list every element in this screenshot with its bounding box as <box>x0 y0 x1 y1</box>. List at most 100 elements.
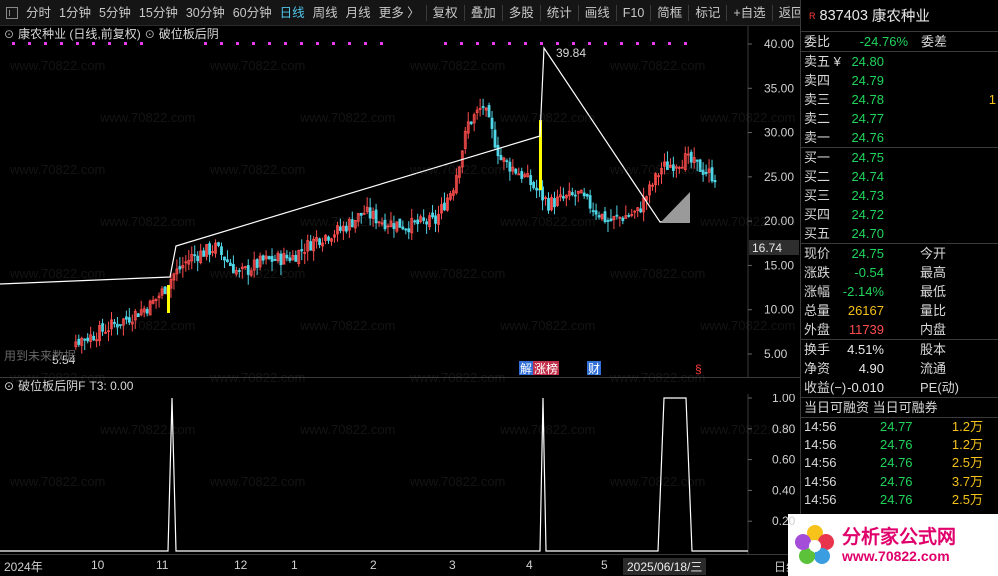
candle-body <box>431 212 434 218</box>
signal-dot <box>76 42 79 45</box>
candle-body <box>645 196 649 201</box>
candle-body <box>116 323 119 328</box>
period-tabs: 分时 1分钟 5分钟 15分钟 30分钟 60分钟 日线 周线 月线 更多 〉 <box>0 0 424 26</box>
sub-indicator-name[interactable]: 破位板后阴F <box>18 379 86 393</box>
tool-button-8[interactable]: +自选 <box>733 5 766 20</box>
tab-5[interactable]: 60分钟 <box>232 5 272 20</box>
signal-dot <box>620 42 623 45</box>
candle-body <box>395 221 399 232</box>
candle-body <box>559 194 562 198</box>
indicator-name[interactable]: 破位板后阴 <box>158 27 219 41</box>
stat-label: 净资 <box>804 361 831 376</box>
price-tick-label: 10.00 <box>764 303 794 317</box>
tool-button-5[interactable]: F10 <box>622 5 645 20</box>
tab-0[interactable]: 分时 <box>26 5 52 20</box>
book-level-label: 买二 <box>804 169 831 184</box>
chart-title: 康农种业 (日线,前复权) <box>18 27 141 41</box>
candle-body <box>585 193 589 197</box>
tool-button-2[interactable]: 多股 <box>508 5 534 20</box>
stat-label: 换手 <box>804 342 831 357</box>
candle-body <box>454 175 458 194</box>
event-marker[interactable]: 解 <box>520 362 532 376</box>
dropdown-icon[interactable]: ⊙ <box>144 27 155 41</box>
tick-time: 14:56 <box>804 491 837 507</box>
toolbar-separator <box>463 4 465 21</box>
candle-body <box>541 186 544 201</box>
current-price-label: 16.74 <box>752 241 782 255</box>
tab-9[interactable]: 更多 〉 <box>378 5 420 20</box>
book-level-label: 卖二 <box>804 111 831 126</box>
signal-dot <box>636 42 639 45</box>
tool-button-1[interactable]: 叠加 <box>470 5 496 20</box>
candle-body <box>172 273 176 281</box>
candle-body <box>249 270 253 276</box>
stat-label: 现价 <box>804 246 831 261</box>
r-badge-icon: R <box>809 10 816 21</box>
book-row: 买五 24.70 <box>801 224 998 243</box>
candle-body <box>312 238 316 252</box>
event-marker[interactable]: 涨榜 <box>534 361 558 376</box>
kline-chart[interactable]: 40.00 35.00 30.00 25.00 20.00 15.00 10.00 5.00 3… <box>0 26 800 378</box>
stat-value: -0.010 <box>847 380 884 395</box>
candle-body <box>77 338 81 345</box>
stat-value: 4.90 <box>858 361 884 376</box>
candle-body <box>234 270 238 275</box>
candle-body <box>279 253 283 266</box>
candle-body <box>380 222 384 225</box>
candle-body <box>359 212 363 216</box>
event-marker[interactable]: 财 <box>588 362 600 376</box>
candle-body <box>324 234 327 241</box>
tool-button-9[interactable]: 返回 <box>778 5 804 20</box>
tab-8[interactable]: 月线 <box>345 5 371 20</box>
tab-2[interactable]: 5分钟 <box>98 5 131 20</box>
candle-body <box>573 194 577 197</box>
candle-body <box>633 210 637 213</box>
candle-body <box>615 214 619 217</box>
candle-body <box>514 168 518 174</box>
stat-value: -0.54 <box>854 265 884 280</box>
tab-6[interactable]: 日线 <box>279 5 305 20</box>
tab-1[interactable]: 1分钟 <box>59 5 91 20</box>
sub-indicator-chart[interactable]: 1.00 0.80 0.60 0.40 0.20 <box>0 391 800 554</box>
tab-4[interactable]: 30分钟 <box>185 5 225 20</box>
menu-icon[interactable] <box>6 6 18 19</box>
candle-body <box>261 255 265 261</box>
candle-body <box>92 335 96 341</box>
candle-body <box>199 250 203 263</box>
tool-button-0[interactable]: 复权 <box>432 5 458 20</box>
candle-body <box>398 218 402 228</box>
sub-indicator-svg[interactable]: 1.00 0.80 0.60 0.40 0.20 <box>0 391 800 554</box>
signal-dot <box>92 42 95 45</box>
candle-body <box>425 221 429 225</box>
tool-button-6[interactable]: 简框 <box>657 5 683 20</box>
tool-button-3[interactable]: 统计 <box>546 5 572 20</box>
candle-body <box>588 195 592 209</box>
tool-button-7[interactable]: 标记 <box>695 5 721 20</box>
quote-stats: 现价 24.75 今开 涨跌 -0.54 最高 涨幅 -2.14% 最低 总量 26167 量比 外盘 1… <box>801 244 998 340</box>
collapse-icon[interactable]: ⊙ <box>4 27 15 41</box>
candle-body <box>157 295 161 299</box>
shaded-area <box>660 192 690 223</box>
tool-button-4[interactable]: 画线 <box>584 5 610 20</box>
brand-title: 分析家公式网 <box>842 526 957 548</box>
tab-7[interactable]: 周线 <box>312 5 338 20</box>
stat-label-2: 流通 <box>920 361 947 376</box>
margin-header: 当日可融资 当日可融券 <box>801 398 998 418</box>
candle-body <box>202 250 206 257</box>
candle-body <box>330 238 333 242</box>
candle-body <box>294 255 298 262</box>
sub-collapse-icon[interactable]: ⊙ <box>4 379 15 393</box>
price-tick-label: 20.00 <box>764 214 794 228</box>
tick-list[interactable]: 14:56 24.77 1.2万 14:56 24.76 1.2万 14:56 24.76 2.… <box>801 418 998 509</box>
candle-body <box>226 259 229 263</box>
toolbar-separator <box>539 4 541 21</box>
book-row: 卖二 24.77 <box>801 109 998 128</box>
candle-body <box>196 255 200 262</box>
tool-buttons: 复权 叠加 多股 统计 画线 F10 简框 标记 +自选 返回 <box>424 0 808 26</box>
tab-3[interactable]: 15分钟 <box>138 5 178 20</box>
event-marker[interactable]: § <box>695 362 702 376</box>
date-label: 2 <box>370 558 377 572</box>
signal-dot <box>348 42 351 45</box>
candle-body <box>160 288 164 296</box>
